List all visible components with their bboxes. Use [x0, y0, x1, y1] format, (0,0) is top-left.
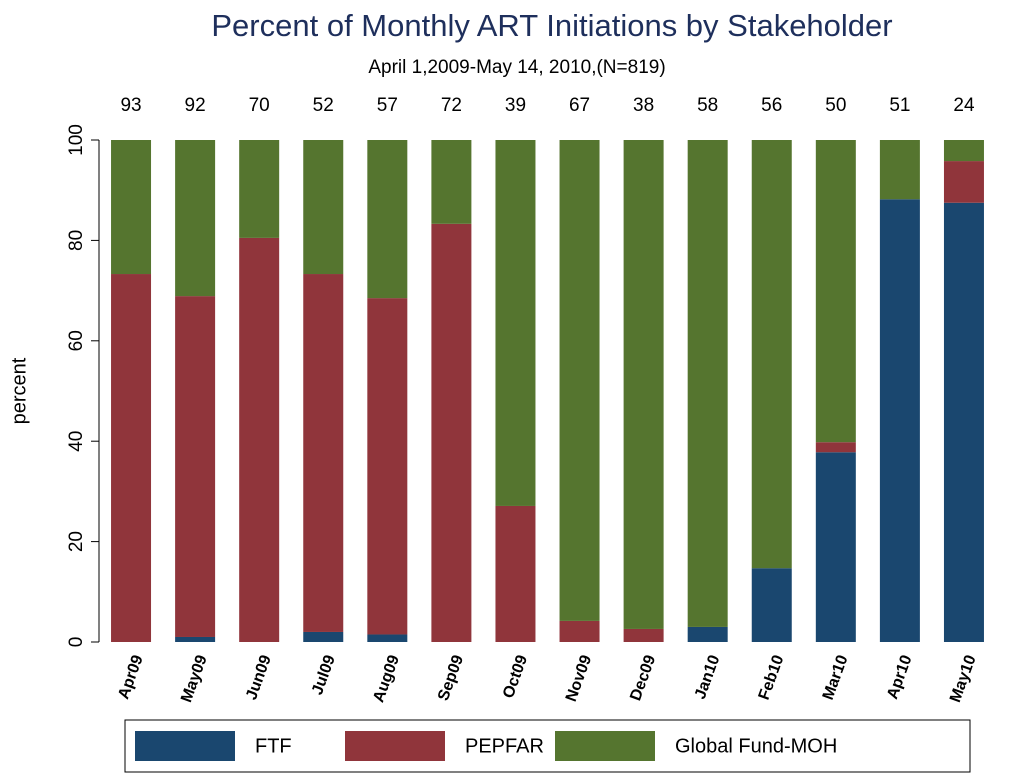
legend-label: PEPFAR [465, 735, 544, 757]
y-tick-label: 0 [66, 637, 87, 648]
chart-subtitle: April 1,2009-May 14, 2010,(N=819) [368, 57, 665, 78]
count-label: 50 [825, 95, 846, 116]
bar-segment [495, 140, 536, 506]
count-label: 92 [185, 95, 206, 116]
bar-segment [943, 202, 984, 642]
bar-segment [623, 140, 664, 629]
count-label: 93 [120, 95, 141, 116]
legend-swatch [555, 731, 655, 761]
y-axis-label: percent [8, 357, 30, 424]
count-label: 24 [953, 95, 975, 116]
bar-segment [431, 140, 472, 224]
bar-segment [431, 223, 472, 643]
count-label: 38 [633, 95, 654, 116]
bar-segment [303, 631, 344, 642]
count-label: 51 [889, 95, 910, 116]
bar-segment [303, 274, 344, 632]
bar-segment [175, 140, 216, 297]
y-tick-label: 100 [66, 124, 87, 156]
count-label: 70 [249, 95, 270, 116]
count-label: 52 [313, 95, 334, 116]
bar-segment [815, 452, 856, 642]
bar-segment [367, 634, 408, 642]
y-tick-label: 20 [66, 531, 87, 552]
bar-segment [623, 628, 664, 642]
bar-segment [559, 140, 600, 621]
count-label: 56 [761, 95, 782, 116]
bar-segment [303, 140, 344, 275]
bar-segment [879, 199, 920, 642]
y-tick-label: 80 [66, 230, 87, 251]
bar-segment [239, 237, 280, 642]
bar-segment [751, 140, 792, 569]
chart-title: Percent of Monthly ART Initiations by St… [211, 8, 892, 43]
count-label: 57 [377, 95, 398, 116]
count-label: 58 [697, 95, 718, 116]
legend-box [124, 719, 971, 773]
bar-segment [815, 140, 856, 443]
legend-swatch [345, 731, 445, 761]
bar-segment [175, 296, 216, 637]
y-tick-label: 60 [66, 330, 87, 351]
bar-segment [495, 505, 536, 642]
bar-segment [367, 298, 408, 635]
bar-segment [111, 274, 152, 642]
bar-segment [751, 568, 792, 642]
bar-segment [239, 140, 280, 238]
bar-segment [687, 140, 728, 627]
bar-segment [559, 620, 600, 642]
legend-swatch [135, 731, 235, 761]
bar-segment [175, 636, 216, 642]
count-label: 39 [505, 95, 526, 116]
bar-segment [687, 626, 728, 642]
bar-segment [879, 140, 920, 200]
count-label: 72 [441, 95, 462, 116]
y-tick-label: 40 [66, 431, 87, 452]
bar-segment [367, 140, 408, 299]
legend-label: FTF [255, 735, 292, 757]
bar-segment [943, 161, 984, 203]
bar-segment [111, 140, 152, 275]
bar-segment [943, 140, 984, 162]
bar-segment [815, 442, 856, 453]
legend-label: Global Fund-MOH [675, 735, 837, 757]
count-label: 67 [569, 95, 590, 116]
